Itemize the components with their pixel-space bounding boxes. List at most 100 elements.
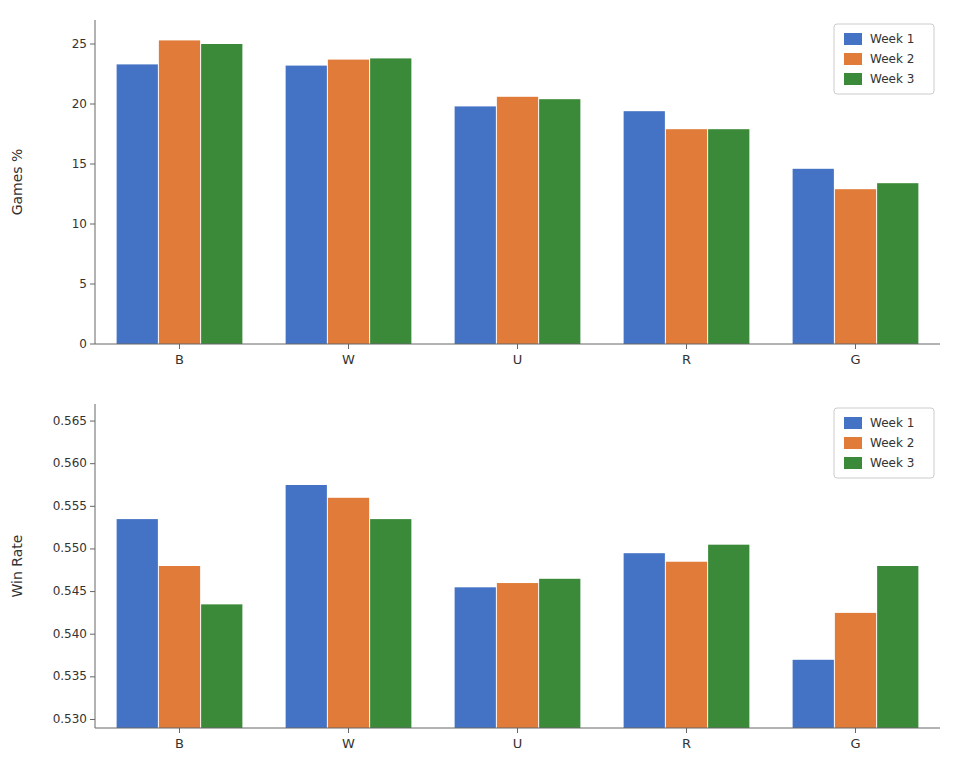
y-tick (90, 634, 95, 635)
legend: Week 1 Week 2 Week 3 (834, 408, 934, 478)
y-tick-label: 0.560 (53, 456, 87, 470)
x-tick-label: B (175, 352, 184, 367)
bar (497, 583, 538, 728)
x-tick (179, 344, 180, 349)
bar (666, 562, 707, 728)
bar (708, 129, 749, 344)
x-tick-label: G (850, 352, 860, 367)
bar (159, 566, 200, 728)
x-tick-label: W (342, 736, 355, 751)
y-tick (90, 164, 95, 165)
bar (286, 485, 327, 728)
x-tick (855, 728, 856, 733)
bar (455, 587, 496, 728)
legend-label: Week 3 (870, 456, 914, 470)
bar (455, 106, 496, 344)
legend-swatch (844, 73, 862, 85)
y-tick-label: 0.535 (53, 669, 87, 683)
panel: 0.5300.5350.5400.5450.5500.5550.5600.565… (9, 404, 940, 768)
bar (539, 579, 580, 728)
y-tick (90, 44, 95, 45)
y-tick-label: 20 (72, 97, 87, 111)
y-tick-label: 0.550 (53, 541, 87, 555)
bars (117, 485, 919, 728)
y-tick (90, 344, 95, 345)
legend: Week 1 Week 2 Week 3 (834, 24, 934, 94)
x-tick-label: U (513, 352, 523, 367)
y-tick (90, 463, 95, 464)
bar (159, 40, 200, 344)
x-tick (517, 728, 518, 733)
bar (835, 613, 876, 728)
x-tick-label: W (342, 352, 355, 367)
chart-root: 0 5 10 15 20 25 B W U R G Games % Week 1 Week 2 Week 3… (0, 0, 960, 768)
bars (117, 40, 919, 344)
y-tick (90, 548, 95, 549)
y-axis-label: Win Rate (9, 535, 25, 598)
legend-box (834, 24, 934, 94)
bar (877, 183, 918, 344)
y-tick-label: 0 (79, 337, 87, 351)
bar (624, 111, 665, 344)
y-tick-label: 0.555 (53, 499, 87, 513)
bar (539, 99, 580, 344)
y-tick-label: 0.530 (53, 712, 87, 726)
legend-label: Week 2 (870, 52, 914, 66)
bar (793, 169, 834, 344)
y-tick (90, 284, 95, 285)
x-tick-label: B (175, 736, 184, 751)
legend-label: Week 1 (870, 416, 914, 430)
bar (117, 64, 158, 344)
chart-svg: 0 5 10 15 20 25 B W U R G Games % Week 1 Week 2 Week 3… (0, 0, 960, 768)
bar (201, 44, 242, 344)
y-tick (90, 676, 95, 677)
legend-swatch (844, 33, 862, 45)
y-tick-label: 10 (72, 217, 87, 231)
y-tick-label: 15 (72, 157, 87, 171)
y-axis-line (95, 404, 96, 728)
bar (370, 58, 411, 344)
legend-box (834, 408, 934, 478)
x-tick (686, 344, 687, 349)
legend-label: Week 3 (870, 72, 914, 86)
legend-label: Week 1 (870, 32, 914, 46)
y-tick (90, 224, 95, 225)
bar (370, 519, 411, 728)
bar (328, 60, 369, 344)
y-axis-label: Games % (9, 149, 25, 216)
bar (328, 498, 369, 728)
bar (286, 66, 327, 344)
y-axis-line (95, 20, 96, 344)
bar (793, 660, 834, 728)
y-tick (90, 421, 95, 422)
y-tick-label: 0.565 (53, 414, 87, 428)
bar (877, 566, 918, 728)
x-tick (179, 728, 180, 733)
panel: 0 5 10 15 20 25 B W U R G Games % Week 1 Week 2 Week 3 (9, 20, 940, 367)
x-tick (855, 344, 856, 349)
x-tick-label: R (682, 352, 691, 367)
legend-label: Week 2 (870, 436, 914, 450)
legend-swatch (844, 457, 862, 469)
legend-swatch (844, 53, 862, 65)
legend-swatch (844, 417, 862, 429)
bar (835, 189, 876, 344)
x-tick (686, 728, 687, 733)
x-tick (517, 344, 518, 349)
x-tick (348, 344, 349, 349)
y-tick-label: 5 (79, 277, 87, 291)
y-tick (90, 719, 95, 720)
y-tick (90, 506, 95, 507)
legend-swatch (844, 437, 862, 449)
y-tick-label: 0.540 (53, 627, 87, 641)
y-tick (90, 104, 95, 105)
bar (201, 604, 242, 728)
x-tick-label: R (682, 736, 691, 751)
bar (666, 129, 707, 344)
bar (708, 545, 749, 728)
y-tick-label: 25 (72, 37, 87, 51)
x-tick-label: U (513, 736, 523, 751)
y-tick (90, 591, 95, 592)
bar (117, 519, 158, 728)
x-tick (348, 728, 349, 733)
